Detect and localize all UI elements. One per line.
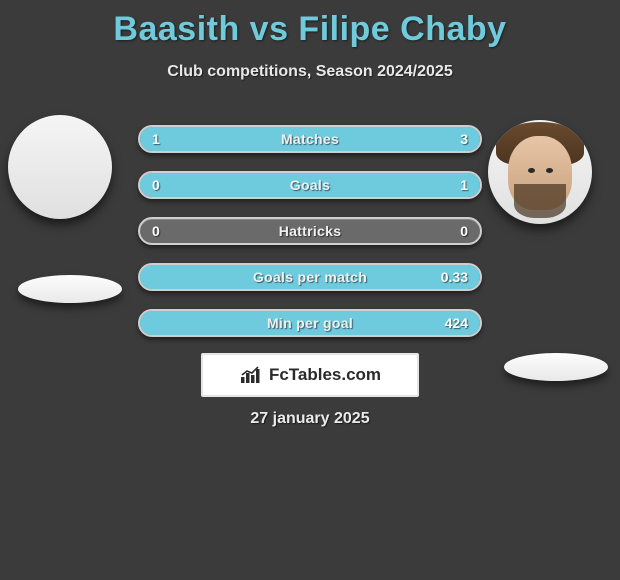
stat-row: Min per goal 424 xyxy=(138,309,482,337)
player-left-avatar xyxy=(8,115,112,219)
brand-badge: FcTables.com xyxy=(201,353,419,397)
page-title: Baasith vs Filipe Chaby xyxy=(0,0,620,49)
player-left-club-badge xyxy=(18,275,122,303)
stat-value-right: 424 xyxy=(445,315,468,331)
stat-row: 1 Matches 3 xyxy=(138,125,482,153)
stat-row: 0 Hattricks 0 xyxy=(138,217,482,245)
stat-value-left: 0 xyxy=(152,223,160,239)
stat-label: Min per goal xyxy=(267,315,353,331)
stat-value-right: 1 xyxy=(460,177,468,193)
stat-value-left: 1 xyxy=(152,131,160,147)
stat-label: Goals xyxy=(290,177,330,193)
stat-rows: 1 Matches 3 0 Goals 1 0 Hattricks 0 Goals per mat… xyxy=(138,125,482,355)
player-right-avatar xyxy=(488,120,592,224)
brand-text: FcTables.com xyxy=(269,365,381,385)
stat-label: Goals per match xyxy=(253,269,367,285)
stat-row: 0 Goals 1 xyxy=(138,171,482,199)
stat-value-left: 0 xyxy=(152,177,160,193)
stat-value-right: 0 xyxy=(460,223,468,239)
comparison-card: Baasith vs Filipe Chaby Club competition… xyxy=(0,0,620,580)
stat-label: Hattricks xyxy=(279,223,342,239)
stat-fill-right xyxy=(225,127,480,151)
stat-value-right: 0.33 xyxy=(441,269,468,285)
subtitle: Club competitions, Season 2024/2025 xyxy=(0,63,620,81)
stat-value-right: 3 xyxy=(460,131,468,147)
date-text: 27 january 2025 xyxy=(0,410,620,428)
stat-row: Goals per match 0.33 xyxy=(138,263,482,291)
player-right-club-badge xyxy=(504,353,608,381)
stat-label: Matches xyxy=(281,131,339,147)
brand-chart-icon xyxy=(239,365,263,385)
